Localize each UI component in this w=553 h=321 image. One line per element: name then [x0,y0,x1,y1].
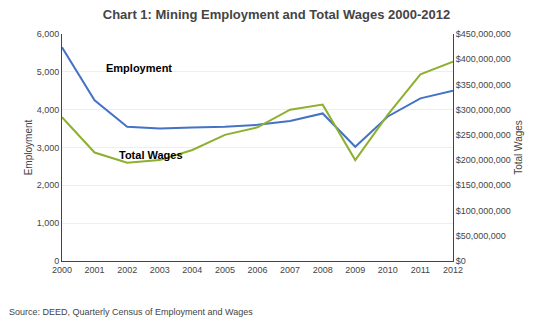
svg-text:$150,000,000: $150,000,000 [456,180,511,190]
svg-text:Employment: Employment [106,62,172,74]
svg-text:Total Wages: Total Wages [513,120,524,175]
svg-text:Source: DEED, Quarterly Census: Source: DEED, Quarterly Census of Employ… [9,307,253,317]
svg-text:$200,000,000: $200,000,000 [456,155,511,165]
svg-text:0: 0 [54,256,59,266]
svg-text:$400,000,000: $400,000,000 [456,54,511,64]
svg-text:2002: 2002 [117,265,137,275]
svg-text:2004: 2004 [182,265,202,275]
svg-text:2009: 2009 [345,265,365,275]
svg-text:$0: $0 [456,256,466,266]
svg-text:2005: 2005 [215,265,235,275]
svg-text:2001: 2001 [85,265,105,275]
svg-text:2000: 2000 [52,265,72,275]
svg-text:3,000: 3,000 [37,143,60,153]
svg-text:4,000: 4,000 [37,105,60,115]
svg-text:$450,000,000: $450,000,000 [456,29,511,39]
svg-text:Employment: Employment [23,119,34,175]
svg-text:6,000: 6,000 [37,29,60,39]
svg-text:Total Wages: Total Wages [119,149,183,161]
svg-text:2008: 2008 [313,265,333,275]
svg-text:2003: 2003 [150,265,170,275]
svg-text:$250,000,000: $250,000,000 [456,130,511,140]
svg-text:2012: 2012 [443,265,463,275]
svg-text:2011: 2011 [411,265,430,275]
svg-text:2007: 2007 [280,265,300,275]
svg-text:1,000: 1,000 [37,218,60,228]
svg-text:2,000: 2,000 [37,180,60,190]
svg-text:Chart 1: Mining Employment and: Chart 1: Mining Employment and Total Wag… [103,7,450,22]
svg-text:$300,000,000: $300,000,000 [456,105,511,115]
svg-text:$100,000,000: $100,000,000 [456,206,511,216]
svg-text:5,000: 5,000 [37,67,60,77]
svg-text:$50,000,000: $50,000,000 [456,231,506,241]
svg-text:2010: 2010 [378,265,398,275]
svg-text:2006: 2006 [247,265,267,275]
svg-text:$350,000,000: $350,000,000 [456,80,511,90]
